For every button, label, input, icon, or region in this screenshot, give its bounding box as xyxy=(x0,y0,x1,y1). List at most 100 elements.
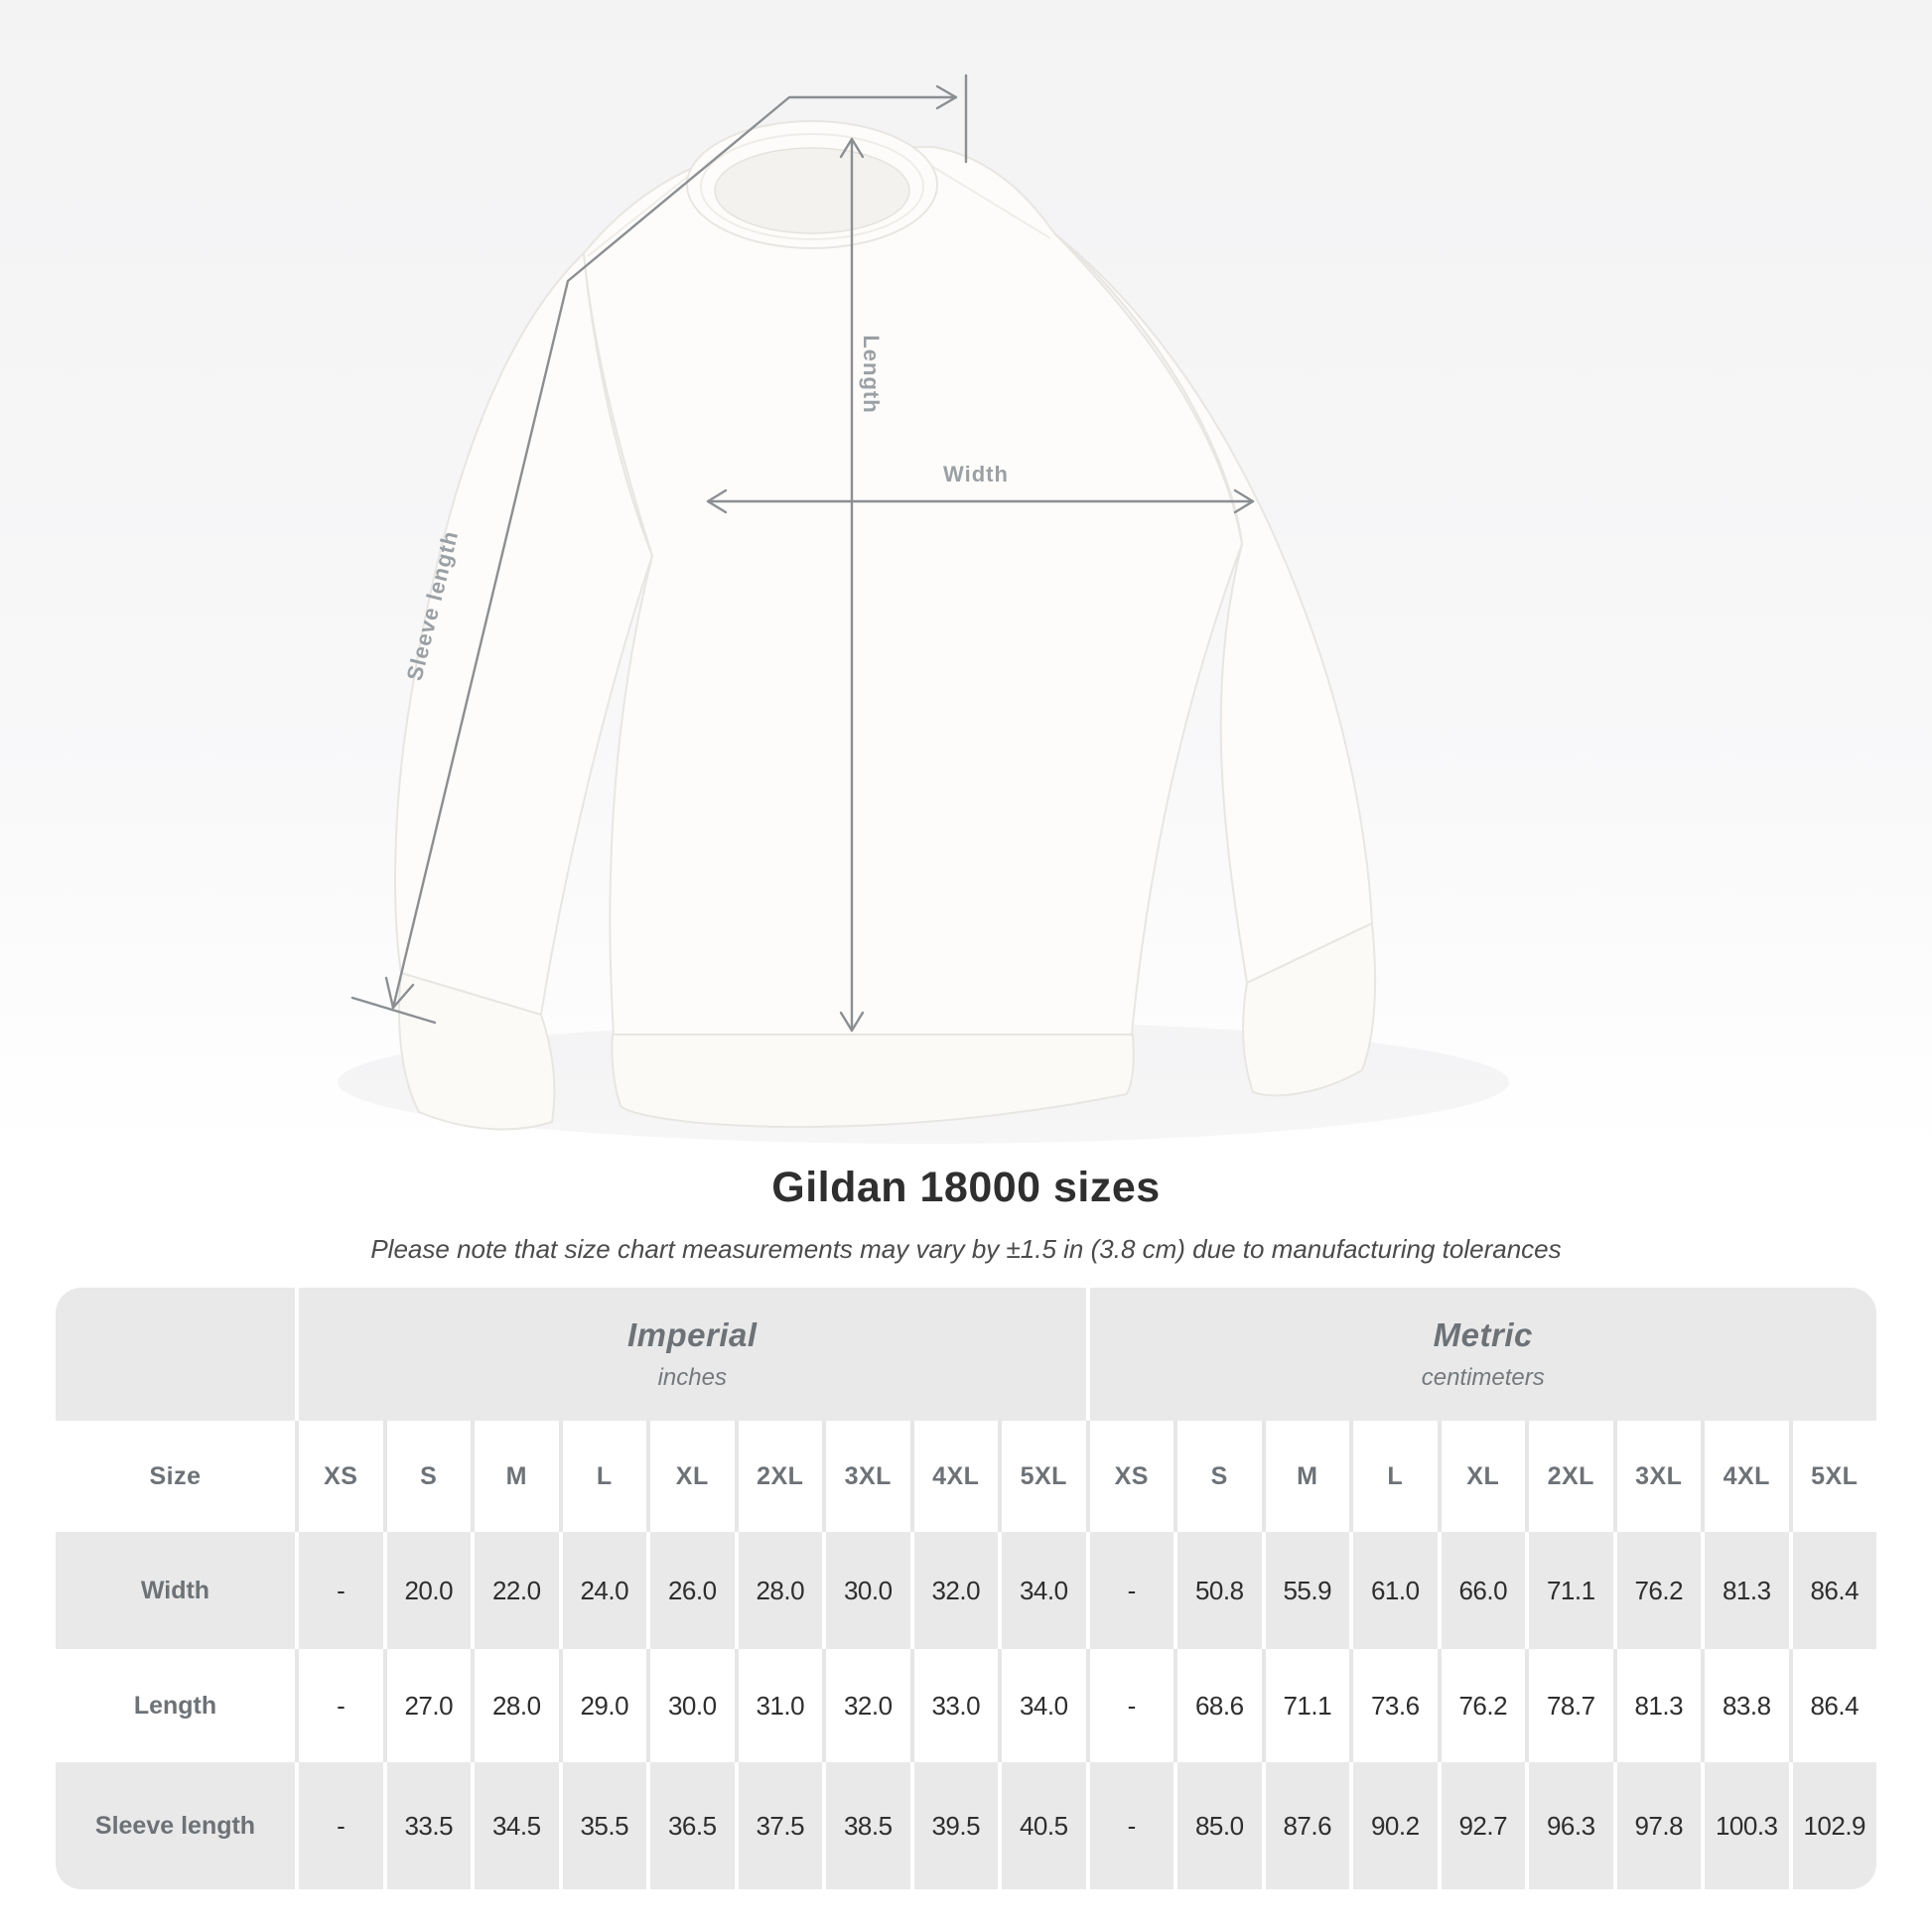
size-header: 2XL xyxy=(1525,1421,1613,1532)
row-label: Width xyxy=(140,1576,210,1604)
imperial-group-title: Imperial xyxy=(626,1316,758,1353)
sleeve-tick-bottom xyxy=(350,996,437,1025)
value-cell: 81.3 xyxy=(1612,1649,1702,1762)
value-cell: 66.0 xyxy=(1437,1532,1526,1649)
value-cell: 20.0 xyxy=(382,1532,472,1649)
row-label: Sleeve length xyxy=(94,1811,256,1840)
width-dimension-label: Width xyxy=(943,462,1009,486)
left-cuff xyxy=(398,971,556,1131)
value-cell: 68.6 xyxy=(1173,1649,1262,1762)
value-cell: - xyxy=(1085,1762,1174,1889)
value-cell: 26.0 xyxy=(646,1532,735,1649)
row-label: Length xyxy=(133,1691,217,1720)
value-cell: 73.6 xyxy=(1349,1649,1438,1762)
length-arrow-top xyxy=(839,137,865,159)
sleeve-arrow-top xyxy=(935,84,958,110)
metric-group-header: Metric centimeters xyxy=(1085,1288,1877,1421)
sweatshirt-body xyxy=(582,145,1244,1035)
size-header: L xyxy=(1349,1421,1438,1532)
table-row-sleeve-length: Sleeve length - 33.5 34.5 35.5 36.5 37.5… xyxy=(56,1762,1876,1889)
size-col-header: Size xyxy=(149,1461,202,1490)
value-cell: 55.9 xyxy=(1261,1532,1350,1649)
value-cell: 34.5 xyxy=(471,1762,559,1889)
value-cell: 28.0 xyxy=(734,1532,823,1649)
value-cell: 31.0 xyxy=(734,1649,823,1762)
value-cell: 39.5 xyxy=(909,1762,999,1889)
width-arrow-left xyxy=(706,488,728,514)
value-cell: 29.0 xyxy=(558,1649,647,1762)
width-arrow-right xyxy=(1233,488,1255,514)
metric-group-title: Metric xyxy=(1433,1316,1533,1353)
value-cell: 86.4 xyxy=(1788,1532,1877,1649)
shoulder-seam-left xyxy=(587,166,701,257)
size-header: S xyxy=(382,1421,472,1532)
value-cell: 87.6 xyxy=(1261,1762,1350,1889)
value-cell: 27.0 xyxy=(382,1649,472,1762)
value-cell: 102.9 xyxy=(1788,1762,1877,1889)
unit-header-row: Imperial inches Metric centimeters xyxy=(56,1288,1876,1421)
dimension-lines xyxy=(350,73,1255,1033)
value-cell: 76.2 xyxy=(1612,1532,1702,1649)
size-header: XS xyxy=(1085,1421,1174,1532)
size-header: 3XL xyxy=(1612,1421,1702,1532)
value-cell: 32.0 xyxy=(909,1532,999,1649)
value-cell: - xyxy=(1085,1532,1174,1649)
collar-opening xyxy=(714,147,910,234)
value-cell: 35.5 xyxy=(558,1762,647,1889)
sweatshirt-illustration xyxy=(350,73,1377,1131)
value-cell: 40.5 xyxy=(998,1762,1086,1889)
length-arrow-bottom xyxy=(839,1011,865,1033)
size-header: 3XL xyxy=(822,1421,910,1532)
metric-group-unit: centimeters xyxy=(1421,1364,1545,1391)
hem-band xyxy=(611,1034,1135,1129)
value-cell: 30.0 xyxy=(822,1532,910,1649)
value-cell: 22.0 xyxy=(471,1532,559,1649)
value-cell: 76.2 xyxy=(1437,1649,1526,1762)
value-cell: 90.2 xyxy=(1349,1762,1438,1889)
size-header: M xyxy=(471,1421,559,1532)
sleeve-dimension-line xyxy=(391,95,958,1010)
size-header: 4XL xyxy=(909,1421,999,1532)
value-cell: 83.8 xyxy=(1701,1649,1789,1762)
table-row-length: Length - 27.0 28.0 29.0 30.0 31.0 32.0 3… xyxy=(56,1649,1876,1762)
value-cell: 33.0 xyxy=(909,1649,999,1762)
value-cell: 38.5 xyxy=(822,1762,910,1889)
right-cuff xyxy=(1242,921,1377,1097)
collar-rib-seam xyxy=(700,133,924,240)
imperial-group-unit: inches xyxy=(657,1364,727,1391)
value-cell: 50.8 xyxy=(1173,1532,1262,1649)
value-cell: 96.3 xyxy=(1525,1762,1613,1889)
size-table: Imperial inches Metric centimeters Size … xyxy=(56,1288,1876,1889)
size-header: 2XL xyxy=(734,1421,823,1532)
size-header: XS xyxy=(295,1421,383,1532)
product-photo-area: Width Length Sleeve length xyxy=(0,0,1932,1152)
size-header: 4XL xyxy=(1701,1421,1789,1532)
value-cell: 100.3 xyxy=(1701,1762,1789,1889)
size-header: 5XL xyxy=(998,1421,1086,1532)
size-header: L xyxy=(558,1421,647,1532)
value-cell: 81.3 xyxy=(1701,1532,1789,1649)
table-row-width: Width - 20.0 22.0 24.0 26.0 28.0 30.0 32… xyxy=(56,1532,1876,1649)
value-cell: 33.5 xyxy=(382,1762,472,1889)
value-cell: 97.8 xyxy=(1612,1762,1702,1889)
value-cell: 37.5 xyxy=(734,1762,823,1889)
tolerance-note: Please note that size chart measurements… xyxy=(370,1234,1562,1264)
value-cell: - xyxy=(1085,1649,1174,1762)
value-cell: 24.0 xyxy=(558,1532,647,1649)
value-cell: 28.0 xyxy=(471,1649,559,1762)
value-cell: 78.7 xyxy=(1525,1649,1613,1762)
value-cell: 92.7 xyxy=(1437,1762,1526,1889)
value-cell: 34.0 xyxy=(998,1649,1086,1762)
size-header: XL xyxy=(1437,1421,1526,1532)
value-cell: 30.0 xyxy=(646,1649,735,1762)
size-header: XL xyxy=(646,1421,735,1532)
unit-header-spacer xyxy=(56,1288,295,1421)
shoulder-seam-right xyxy=(922,160,1051,239)
value-cell: 36.5 xyxy=(646,1762,735,1889)
size-header: S xyxy=(1173,1421,1262,1532)
sleeve-arrow-bottom xyxy=(384,976,415,1010)
value-cell: - xyxy=(295,1762,383,1889)
value-cell: - xyxy=(295,1649,383,1762)
size-header: M xyxy=(1261,1421,1350,1532)
